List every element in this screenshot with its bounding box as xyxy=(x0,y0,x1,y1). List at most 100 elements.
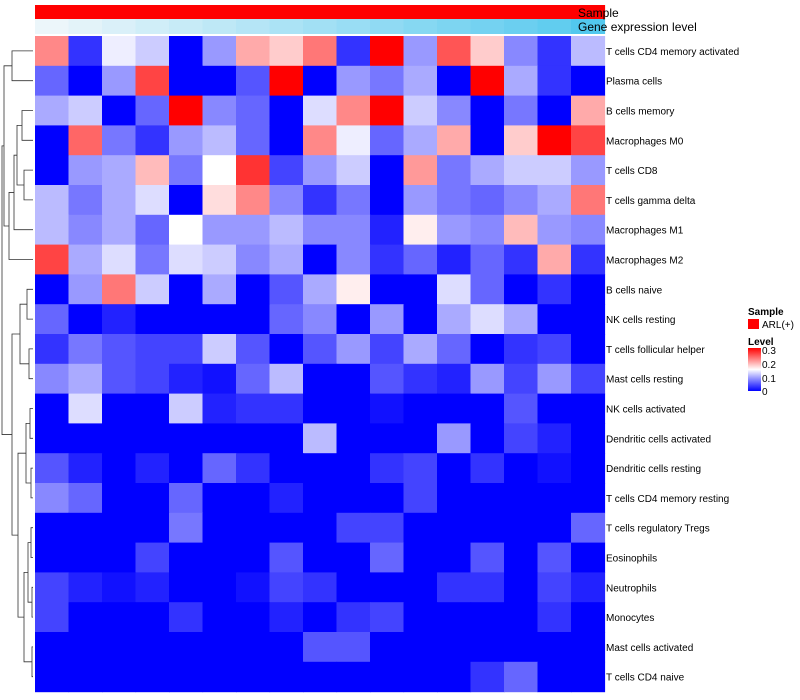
heatmap-cell xyxy=(537,602,572,633)
heatmap-cell xyxy=(269,36,304,67)
heatmap-cell xyxy=(336,602,371,633)
heatmap-cell xyxy=(470,512,505,544)
heatmap-cell xyxy=(202,423,237,454)
heatmap-cell xyxy=(169,155,204,186)
heatmap-cell xyxy=(202,572,237,603)
heatmap-cell xyxy=(370,185,405,216)
heatmap-cell xyxy=(504,95,539,126)
heatmap-cell xyxy=(269,125,304,156)
heatmap-cell xyxy=(403,304,438,335)
heatmap-cell xyxy=(470,95,505,126)
heatmap-cell xyxy=(236,423,271,454)
heatmap-cell xyxy=(169,65,204,97)
heatmap-cell xyxy=(571,125,606,156)
heatmap-cell xyxy=(403,542,438,573)
heatmap-cell xyxy=(202,483,237,514)
heatmap-cell xyxy=(35,393,70,424)
heatmap-cell xyxy=(169,244,204,275)
heatmap-cell xyxy=(202,155,237,186)
heatmap-cell xyxy=(537,572,572,603)
heatmap-cell xyxy=(269,483,304,514)
row-label: Macrophages M0 xyxy=(606,136,684,147)
legend: Sample ARL(+) Level 0.3 0.2 0.1 0 xyxy=(748,307,794,398)
heatmap-cell xyxy=(336,572,371,603)
row-label: B cells naive xyxy=(606,285,663,296)
heatmap-cell xyxy=(202,512,237,544)
heatmap-cell xyxy=(303,393,338,424)
heatmap-cell xyxy=(169,423,204,454)
heatmap-cell xyxy=(202,334,237,365)
dendrogram-branch xyxy=(31,586,33,618)
heatmap-cell xyxy=(437,36,472,67)
heatmap-cell xyxy=(135,185,170,216)
heatmap-cell xyxy=(336,453,371,484)
heatmap-cell xyxy=(303,661,338,693)
heatmap-cell xyxy=(336,542,371,573)
heatmap-cell xyxy=(504,244,539,275)
heatmap-cell xyxy=(403,185,438,216)
heatmap-cell xyxy=(537,155,572,186)
heatmap-cell xyxy=(470,483,505,514)
heatmap-cell xyxy=(68,602,103,633)
expression-annotation-cell xyxy=(303,19,338,34)
row-label: Dendritic cells activated xyxy=(606,434,711,445)
heatmap-cell xyxy=(68,125,103,156)
heatmap-cell xyxy=(169,483,204,514)
heatmap-cell xyxy=(236,661,271,693)
heatmap-cell xyxy=(571,36,606,67)
heatmap-cell xyxy=(68,95,103,126)
heatmap-cell xyxy=(135,363,170,395)
sample-annotation-cell xyxy=(236,5,271,19)
heatmap-cell xyxy=(169,572,204,603)
heatmap-cell xyxy=(504,274,539,305)
heatmap-cell xyxy=(537,334,572,365)
heatmap-cell xyxy=(571,542,606,573)
heatmap-cell xyxy=(370,602,405,633)
dendrogram-branch xyxy=(29,408,33,439)
heatmap-cell xyxy=(504,36,539,67)
heatmap-cell xyxy=(571,512,606,544)
heatmap-cell xyxy=(236,185,271,216)
heatmap-cell xyxy=(35,542,70,573)
row-label: NK cells resting xyxy=(606,315,675,326)
heatmap-cell xyxy=(135,125,170,156)
heatmap-cell xyxy=(102,453,137,484)
expression-annotation-cell xyxy=(102,19,137,34)
heatmap-cell xyxy=(537,542,572,573)
heatmap-cell xyxy=(537,393,572,424)
heatmap-cell xyxy=(35,363,70,395)
heatmap-cell xyxy=(470,334,505,365)
heatmap-cell xyxy=(202,363,237,395)
heatmap-cell xyxy=(504,512,539,544)
heatmap-cell xyxy=(336,244,371,275)
heatmap-cell xyxy=(470,423,505,454)
heatmap-cell xyxy=(504,334,539,365)
heatmap-cell xyxy=(470,542,505,573)
heatmap-cell xyxy=(370,632,405,663)
heatmap-cell xyxy=(470,304,505,335)
heatmap-cell xyxy=(236,572,271,603)
row-label: Mast cells activated xyxy=(606,643,693,654)
heatmap-cell xyxy=(470,185,505,216)
heatmap-cell xyxy=(571,602,606,633)
heatmap-cell xyxy=(169,334,204,365)
heatmap-cell xyxy=(68,453,103,484)
row-label: Neutrophils xyxy=(606,583,657,594)
heatmap-cell xyxy=(437,65,472,97)
heatmap-cell xyxy=(303,125,338,156)
heatmap-cell xyxy=(35,572,70,603)
dendrogram-branch xyxy=(26,288,33,320)
heatmap-cell xyxy=(470,65,505,97)
heatmap-cell xyxy=(504,304,539,335)
heatmap-cell xyxy=(68,661,103,693)
heatmap-cell xyxy=(437,95,472,126)
heatmap-cell xyxy=(236,363,271,395)
heatmap-cell xyxy=(202,65,237,97)
row-label: Dendritic cells resting xyxy=(606,464,701,475)
heatmap-cell xyxy=(403,393,438,424)
heatmap-cell xyxy=(303,483,338,514)
heatmap-cell xyxy=(403,274,438,305)
heatmap-cell xyxy=(68,423,103,454)
heatmap-cell xyxy=(336,483,371,514)
heatmap-cell xyxy=(403,95,438,126)
